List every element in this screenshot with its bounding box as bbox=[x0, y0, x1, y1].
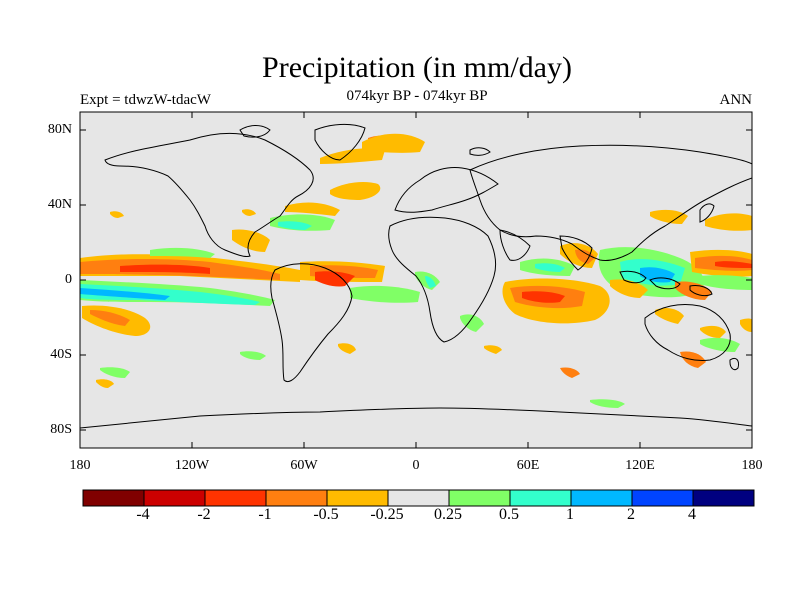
coastline bbox=[729, 357, 739, 371]
anomaly-region bbox=[575, 249, 595, 264]
lon-tick-label: 120E bbox=[625, 458, 655, 473]
anomaly-region bbox=[362, 133, 425, 153]
anomaly-region bbox=[110, 211, 124, 218]
experiment-label: Expt = tdwzW-tdacW bbox=[80, 92, 211, 108]
anomaly-region bbox=[240, 351, 266, 360]
lat-tick-label: 80S bbox=[50, 422, 72, 437]
colorbar-box bbox=[509, 489, 572, 507]
anomaly-region bbox=[242, 209, 256, 216]
anomaly-region bbox=[80, 288, 170, 300]
anomaly-region bbox=[278, 221, 312, 230]
anomaly-region bbox=[655, 308, 684, 324]
colorbar-label: 0.5 bbox=[499, 506, 519, 523]
anomaly-region bbox=[285, 202, 340, 216]
anomaly-region bbox=[610, 279, 648, 298]
colorbar-box bbox=[204, 489, 267, 507]
coastline bbox=[619, 270, 647, 284]
anomaly-region bbox=[350, 285, 420, 303]
anomaly-region bbox=[330, 182, 381, 200]
colorbar-label: 2 bbox=[627, 506, 635, 523]
anomaly-region bbox=[80, 284, 260, 305]
coastlines bbox=[80, 123, 752, 429]
colorbar-label: -4 bbox=[136, 506, 150, 523]
lat-tick-label: 80N bbox=[47, 122, 72, 137]
anomaly-region bbox=[90, 310, 130, 326]
coastline bbox=[499, 229, 531, 261]
anomaly-region bbox=[338, 343, 356, 354]
colorbar-box bbox=[265, 489, 328, 507]
colorbar-box bbox=[448, 489, 511, 507]
anomaly-region bbox=[740, 318, 752, 332]
coastline bbox=[394, 167, 499, 213]
colorbar-label: -1 bbox=[258, 506, 272, 523]
period-label: 074kyr BP - 074kyr BP bbox=[346, 88, 488, 104]
coastline bbox=[314, 123, 366, 161]
lon-tick-label: 60W bbox=[290, 458, 318, 473]
colorbar-box bbox=[143, 489, 206, 507]
coastline bbox=[699, 203, 715, 223]
coastline bbox=[689, 285, 713, 297]
lat-tick-label: 40S bbox=[50, 347, 72, 362]
lon-tick-label: 180 bbox=[69, 458, 91, 473]
anomaly-region bbox=[700, 325, 726, 338]
anomaly-region bbox=[120, 264, 210, 274]
anomaly-region bbox=[715, 261, 752, 268]
anomaly-region bbox=[560, 367, 580, 378]
colorbar-label: -2 bbox=[197, 506, 211, 523]
coastline bbox=[270, 263, 353, 383]
anomaly-region bbox=[522, 291, 565, 303]
colorbar-label: 0.25 bbox=[434, 506, 462, 523]
anomaly-region bbox=[320, 148, 385, 164]
anomaly-region bbox=[484, 345, 502, 354]
anomaly-region bbox=[535, 263, 565, 272]
colorbar-box bbox=[82, 489, 145, 507]
coastline bbox=[644, 304, 731, 361]
colorbar-label: 1 bbox=[566, 506, 574, 523]
coastline bbox=[649, 277, 681, 290]
coastline bbox=[469, 147, 491, 156]
coastline bbox=[239, 125, 271, 138]
anomaly-region bbox=[425, 276, 436, 288]
axis-ticks bbox=[80, 112, 752, 448]
anomaly-region bbox=[96, 379, 114, 388]
colorbar-label: -0.5 bbox=[313, 506, 339, 523]
colorbar-box bbox=[326, 489, 389, 507]
lon-tick-label: 0 bbox=[412, 458, 420, 473]
colorbar bbox=[82, 489, 755, 507]
colorbar-label: -0.25 bbox=[370, 506, 404, 523]
anomaly-region bbox=[705, 213, 752, 231]
colorbar-box bbox=[631, 489, 694, 507]
coastline bbox=[388, 216, 497, 343]
lon-tick-label: 120W bbox=[174, 458, 210, 473]
colorbar-box bbox=[387, 489, 450, 507]
lon-tick-label: 180 bbox=[741, 458, 763, 473]
map-title: Precipitation (in mm/day) bbox=[262, 51, 572, 84]
anomaly-region bbox=[315, 271, 355, 287]
anomaly-region bbox=[590, 399, 625, 408]
coastline bbox=[104, 132, 314, 257]
anomaly-region bbox=[700, 275, 752, 290]
lat-tick-label: 40N bbox=[47, 197, 72, 212]
lon-tick-label: 60E bbox=[516, 458, 540, 473]
anomaly-region bbox=[150, 247, 215, 258]
coastline bbox=[559, 235, 593, 271]
colorbar-box bbox=[570, 489, 633, 507]
coastline bbox=[80, 407, 752, 429]
anomaly-region bbox=[460, 314, 484, 332]
colorbar-box bbox=[692, 489, 755, 507]
lat-tick-label: 0 bbox=[65, 272, 72, 287]
anomaly-region bbox=[650, 209, 688, 224]
season-label: ANN bbox=[719, 92, 753, 108]
anomaly-region bbox=[100, 367, 130, 378]
colorbar-label: 4 bbox=[688, 506, 696, 523]
anomaly-region bbox=[232, 229, 270, 252]
